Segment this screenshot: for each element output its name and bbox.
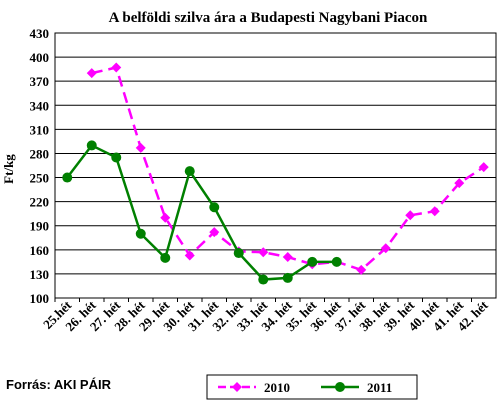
data-point: [184, 250, 195, 261]
series-line-2011: [66, 143, 337, 281]
data-point: [282, 272, 293, 283]
data-point: [184, 166, 195, 177]
data-point: [86, 140, 97, 151]
legend-item-2011: 2011: [321, 380, 392, 395]
legend-marker: [232, 382, 242, 392]
data-point: [307, 256, 318, 267]
data-point: [331, 256, 342, 267]
data-point: [282, 252, 293, 263]
data-point: [111, 62, 122, 73]
data-point: [405, 210, 416, 221]
y-tick-label: 310: [30, 122, 50, 137]
data-point: [258, 247, 269, 258]
data-point: [356, 264, 367, 275]
series-group: [62, 62, 489, 285]
data-point: [160, 252, 171, 263]
series-2010: [86, 62, 489, 275]
y-tick-label: 250: [30, 171, 50, 186]
y-tick-label: 430: [30, 26, 50, 41]
data-point: [454, 178, 465, 189]
data-point: [111, 152, 122, 163]
data-point: [233, 248, 244, 259]
data-point: [429, 206, 440, 217]
y-tick-label: 160: [30, 243, 50, 258]
data-point: [209, 227, 220, 238]
chart-title: A belföldi szilva ára a Budapesti Nagyba…: [109, 10, 428, 26]
legend-marker: [335, 382, 345, 392]
legend-label: 2011: [367, 380, 392, 395]
legend-label: 2010: [264, 380, 290, 395]
data-point: [478, 162, 489, 173]
y-tick-label: 370: [30, 74, 50, 89]
legend-item-2010: 2010: [218, 380, 290, 395]
data-point: [380, 243, 391, 254]
y-tick-label: 130: [30, 267, 50, 282]
data-point: [209, 202, 220, 213]
y-tick-label: 100: [30, 291, 50, 306]
y-tick-label: 280: [30, 146, 50, 161]
data-point: [160, 212, 171, 223]
plot-area: [54, 32, 497, 299]
data-point: [135, 142, 146, 153]
y-tick-label: 220: [30, 195, 50, 210]
y-tick-label: 190: [30, 219, 50, 234]
data-point: [62, 172, 73, 183]
y-tick-label: 400: [30, 50, 50, 65]
y-axis-ticks: 100 130 160 190 220 250 280 310 340 370 400 430: [30, 26, 50, 306]
y-tick-label: 340: [30, 98, 50, 113]
series-line-2010: [91, 66, 485, 272]
gridlines: [54, 32, 497, 299]
source-note: Forrás: AKI PÁIR: [6, 377, 111, 392]
y-axis-label: Ft/kg: [1, 154, 16, 184]
series-2011: [62, 140, 342, 285]
legend: 2010 2011: [206, 374, 418, 400]
data-point: [135, 228, 146, 239]
data-point: [86, 68, 97, 79]
data-point: [258, 274, 269, 285]
